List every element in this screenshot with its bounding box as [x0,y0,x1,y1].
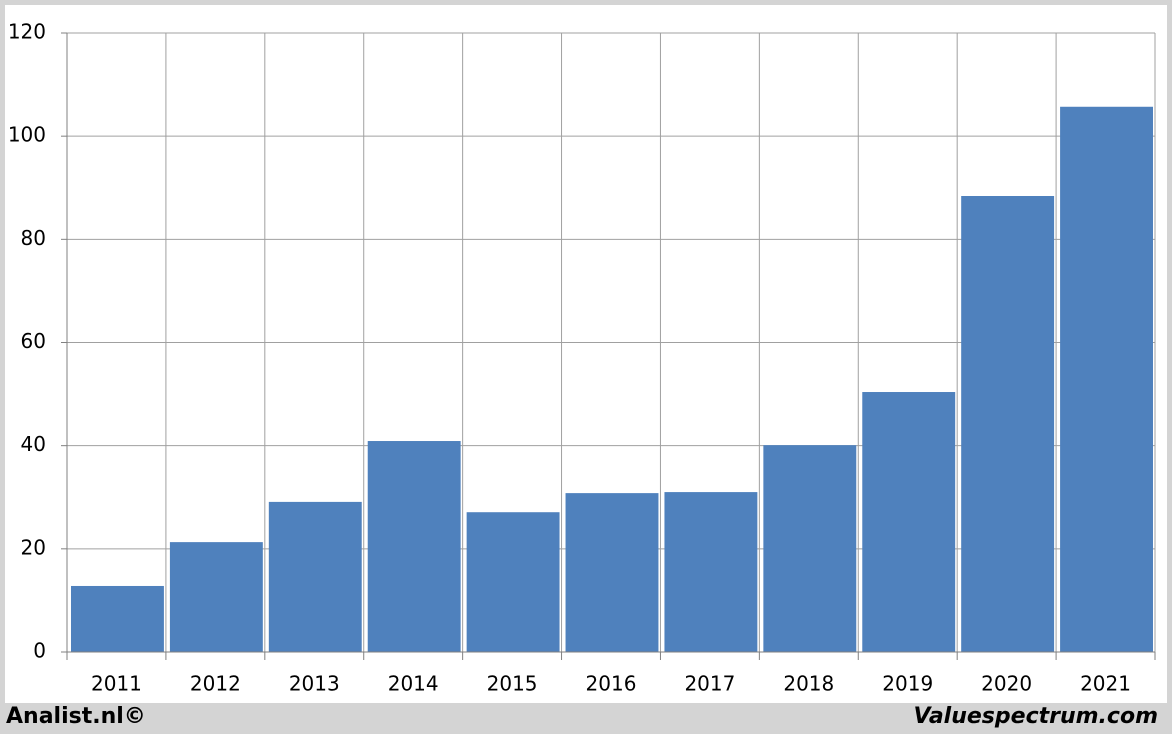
bar [565,493,659,652]
bar [169,542,263,652]
bar [367,441,461,652]
x-tick-label: 2011 [91,672,142,696]
x-tick-label: 2018 [783,672,834,696]
y-tick-label: 60 [21,329,46,353]
y-tick-label: 120 [8,20,46,44]
bar [1060,106,1153,653]
y-tick-label: 20 [21,535,46,559]
bar [664,492,758,652]
bar [466,512,560,652]
x-tick-label: 2015 [487,672,538,696]
footer-right: Valuespectrum.com [914,704,1158,729]
bar [763,445,857,652]
bar [71,585,164,652]
x-tick-label: 2017 [684,672,735,696]
bar [268,501,362,652]
x-tick-label: 2019 [882,672,933,696]
y-tick-label: 80 [21,226,46,250]
x-tick-label: 2013 [289,672,340,696]
bar [961,196,1055,652]
x-tick-label: 2021 [1080,672,1131,696]
x-tick-label: 2016 [586,672,637,696]
bar [862,392,956,652]
y-tick-label: 100 [8,123,46,147]
x-tick-label: 2014 [388,672,439,696]
y-tick-label: 40 [21,432,46,456]
x-tick-label: 2020 [981,672,1032,696]
y-tick-label: 0 [33,639,46,663]
footer-left: Analist.nl© [6,704,146,729]
x-tick-label: 2012 [190,672,241,696]
